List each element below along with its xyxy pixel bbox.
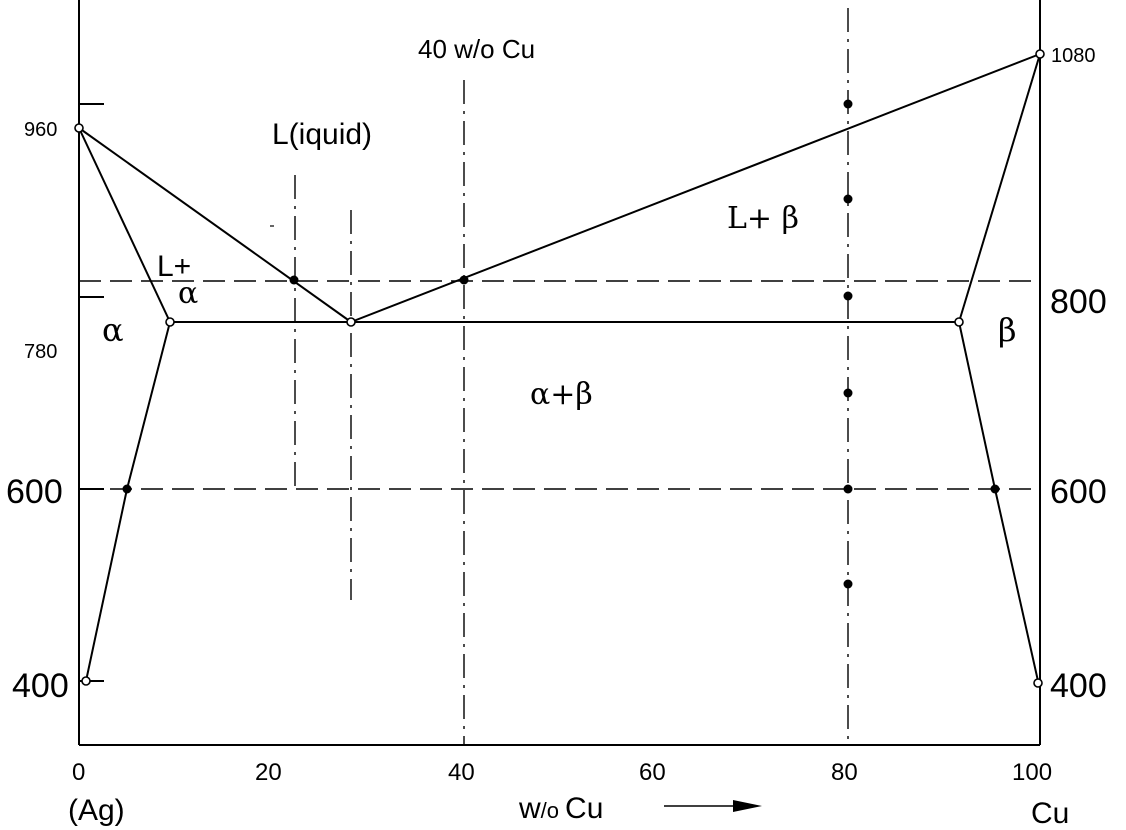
title-label: 40 w/o Cu: [418, 34, 535, 64]
x-tick-20: 20: [255, 759, 282, 786]
right-label-1080: 1080: [1051, 45, 1096, 67]
x-axis-title: w/o Cu: [518, 792, 603, 825]
x-axis-arrow-head: [733, 800, 762, 812]
left-label-400: 400: [12, 667, 69, 705]
right-axis-labels: 1080 800 600 400: [1050, 45, 1107, 705]
marker-80-600: [843, 484, 853, 494]
open-marker-alpha-max: [165, 317, 175, 327]
marker-80-1030: [843, 99, 853, 109]
region-beta: β: [998, 311, 1017, 349]
region-l-beta: L+ β: [727, 201, 799, 236]
left-label-960: 960: [24, 119, 57, 141]
open-marker-beta-400: [1033, 678, 1043, 688]
open-marker-alpha-400: [81, 676, 91, 686]
region-l-alpha-top: L+: [157, 250, 191, 283]
x-tick-60: 60: [639, 759, 666, 786]
right-label-800: 800: [1050, 283, 1107, 321]
x-axis-title-w: w: [518, 792, 541, 825]
open-marker-eutectic: [346, 317, 356, 327]
marker-80-700: [843, 388, 853, 398]
guide-lines: [79, 8, 1040, 745]
x-tick-100: 100: [1012, 759, 1052, 786]
markers: [74, 49, 1045, 688]
marker-tie-alpha-liquid: [289, 275, 299, 285]
phase-boundaries: [78, 53, 1041, 682]
marker-alpha-600: [122, 484, 132, 494]
open-marker-cu-melt: [1035, 49, 1045, 59]
region-alpha-beta: α+β: [530, 377, 593, 412]
solvus-beta: [958, 321, 1039, 682]
region-l-alpha-bottom: α: [178, 276, 198, 311]
region-liquid: L(iquid): [272, 118, 372, 151]
open-marker-ag-melt: [74, 123, 84, 133]
left-label-780: 780: [24, 341, 57, 363]
right-label-600: 600: [1050, 473, 1107, 511]
x-end-ag: (Ag): [68, 794, 125, 827]
x-tick-80: 80: [831, 759, 858, 786]
marker-80-500: [843, 579, 853, 589]
right-label-400: 400: [1050, 667, 1107, 705]
liquidus-right: [350, 53, 1041, 323]
marker-80-800: [843, 291, 853, 301]
marker-beta-600: [990, 484, 1000, 494]
marker-tie-40-liquid: [459, 275, 469, 285]
solidus-beta: [958, 53, 1041, 323]
solvus-alpha: [85, 321, 171, 682]
x-tick-40: 40: [448, 759, 475, 786]
solidus-alpha: [78, 127, 171, 323]
x-axis-title-elem: Cu: [565, 792, 603, 825]
x-end-cu: Cu: [1031, 797, 1069, 830]
region-labels: 40 w/o Cu L(iquid) L+ α α L+ β α+β β: [102, 34, 1017, 412]
marker-80-900: [843, 194, 853, 204]
region-alpha: α: [102, 311, 124, 349]
x-axis-labels: 0 20 40 60 80 100 (Ag) Cu w/o Cu: [68, 759, 1069, 830]
tick-marks: [79, 103, 104, 682]
x-tick-0: 0: [72, 759, 85, 786]
open-marker-beta-max: [954, 317, 964, 327]
x-axis-title-sub: /o: [541, 798, 559, 823]
left-label-600: 600: [6, 473, 63, 511]
left-axis-labels: 960 780 600 400: [6, 119, 69, 705]
liquidus-left: [78, 127, 352, 323]
diagram-frame: [78, 0, 1041, 746]
